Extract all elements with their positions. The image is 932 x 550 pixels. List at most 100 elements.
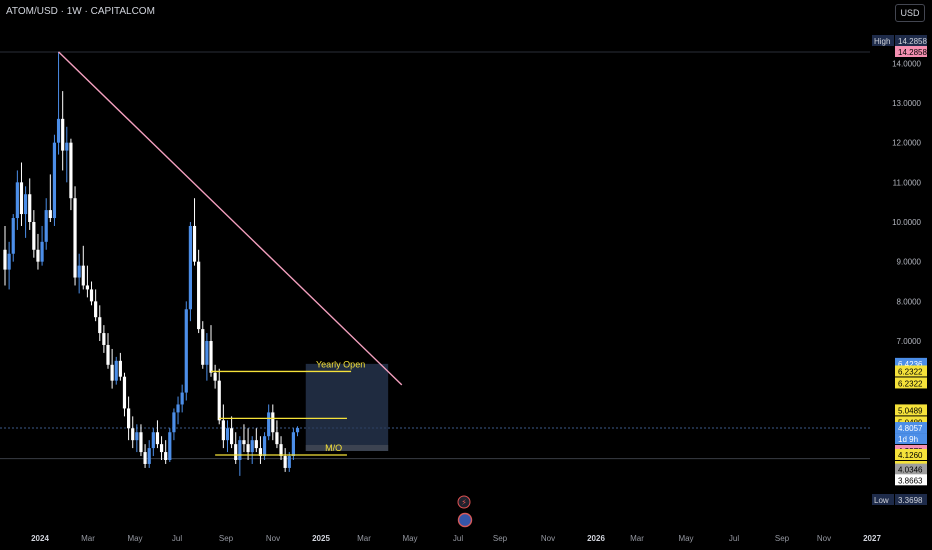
y-tick-label: 14.0000 [892, 59, 921, 68]
x-tick-label: Mar [357, 534, 371, 543]
candle-body [287, 456, 291, 468]
x-tick-label: Nov [266, 534, 280, 543]
candle-body [85, 285, 89, 290]
price-tag: 4.8057 [898, 424, 923, 433]
x-tick-label: Nov [541, 534, 555, 543]
candle-body [209, 341, 213, 373]
candle-body [114, 360, 118, 381]
candle-body [164, 452, 168, 461]
price-tag-bg [895, 494, 927, 505]
y-tick-label: 12.0000 [892, 139, 921, 148]
level-label: Yearly Open [316, 359, 365, 369]
candle-body [127, 408, 131, 429]
candle-body [94, 301, 98, 318]
candle-body [192, 225, 197, 262]
candle-body [52, 142, 57, 219]
price-tag-bg [895, 463, 927, 475]
candle-body [254, 440, 258, 449]
candle-body [19, 182, 24, 215]
lightning-glyph-icon: ⚡ [461, 498, 467, 507]
x-tick-label: 2027 [863, 534, 881, 543]
candle-body [250, 440, 254, 453]
stop-zone [305, 444, 389, 451]
candle-body [40, 241, 44, 262]
candle-body [217, 380, 221, 421]
candle-body [221, 420, 225, 441]
price-tag: 14.2858 [898, 48, 927, 57]
x-tick-label: May [127, 534, 142, 543]
y-tick-label: 9.0000 [897, 258, 922, 267]
x-tick-label: 2025 [312, 534, 330, 543]
x-tick-label: May [678, 534, 693, 543]
candle-body [159, 444, 164, 453]
trend-line [58, 51, 403, 386]
candle-body [61, 118, 65, 151]
price-tag-bg [895, 377, 927, 389]
candle-body [180, 392, 184, 405]
candle-body [242, 440, 246, 445]
candle-body [155, 432, 160, 445]
candle-body [106, 344, 110, 365]
price-tag-prefix-bg [872, 35, 894, 46]
currency-button[interactable]: USD [895, 4, 925, 22]
candle-body [283, 456, 287, 468]
candle-body [65, 142, 69, 151]
candle-body [81, 265, 85, 286]
candle-body [176, 404, 180, 413]
candle-body [267, 412, 271, 437]
target-zone [305, 363, 389, 451]
candle-body [197, 261, 201, 330]
x-tick-label: Jul [172, 534, 182, 543]
candle-body [36, 249, 40, 262]
candle-body [89, 289, 94, 302]
price-tag-bg [895, 433, 927, 445]
candle-body [3, 249, 7, 270]
candle-body [230, 428, 234, 445]
candle-body [44, 210, 48, 242]
x-tick-label: Mar [630, 534, 644, 543]
candle-body [131, 428, 135, 441]
candle-body [151, 432, 155, 449]
candle-body [98, 317, 102, 334]
level-label: M/O [325, 443, 342, 453]
candle-body [147, 448, 151, 464]
candle-body [73, 198, 77, 278]
price-tag: 3.3698 [898, 496, 923, 505]
us-flag-icon [457, 512, 473, 528]
price-tag-prefix: High [874, 37, 890, 46]
x-tick-label: 2024 [31, 534, 49, 543]
candle-body [7, 253, 11, 270]
candle-body [143, 452, 147, 464]
chart-title: ATOM/USD · 1W · CAPITALCOM [6, 6, 155, 17]
candle-body [32, 222, 36, 250]
price-tag: 1d 9h [898, 435, 918, 444]
x-tick-label: May [402, 534, 417, 543]
x-tick-label: Jul [729, 534, 739, 543]
price-tag: 14.2858 [898, 37, 927, 46]
candle-body [205, 341, 209, 365]
candle-body [11, 218, 15, 254]
candle-body [110, 364, 114, 381]
y-tick-label: 13.0000 [892, 99, 921, 108]
price-tag-prefix-bg [872, 494, 894, 505]
price-tag: 6.2322 [898, 379, 923, 388]
y-tick-label: 7.0000 [897, 337, 922, 346]
candle-body [201, 329, 205, 365]
candle-body [56, 118, 61, 143]
x-tick-label: Sep [219, 534, 234, 543]
candle-body [279, 444, 283, 457]
y-tick-label: 10.0000 [892, 218, 921, 227]
candle-body [262, 436, 267, 457]
candle-body [234, 444, 238, 461]
candle-body [135, 432, 139, 441]
x-tick-label: Mar [81, 534, 95, 543]
candle-body [258, 448, 263, 457]
candle-body [291, 432, 295, 457]
candle-body [122, 376, 127, 409]
candle-body [168, 432, 172, 461]
candle-body [213, 372, 217, 381]
candle-body [15, 182, 19, 219]
price-tag-bg [895, 46, 927, 57]
